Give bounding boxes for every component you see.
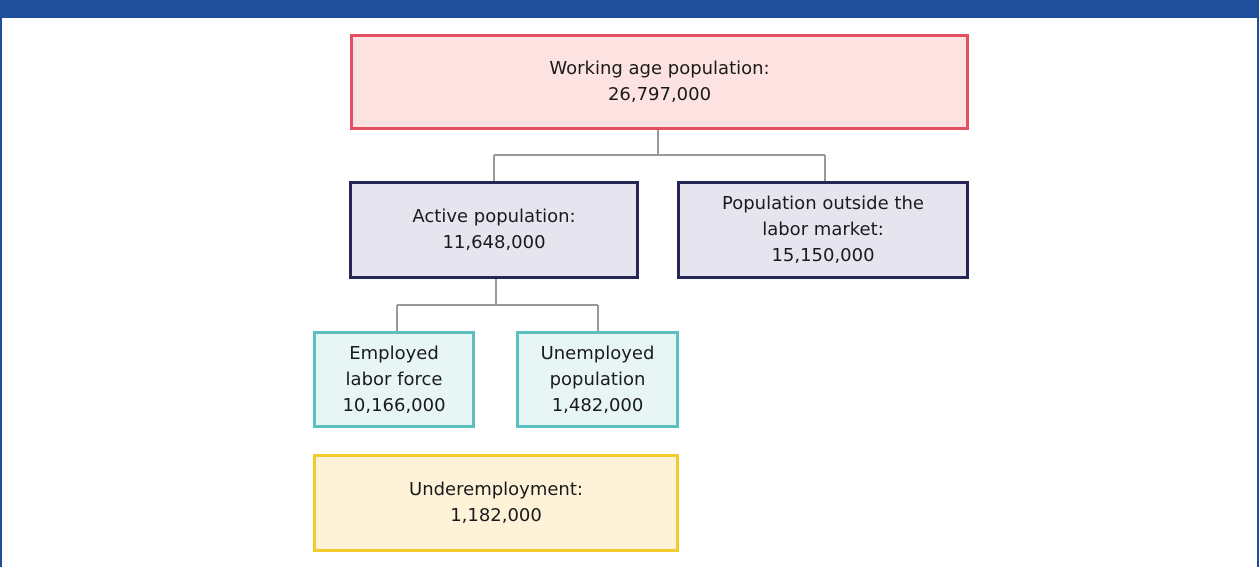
node-value: 26,797,000: [607, 84, 712, 105]
node-label: Working age population:: [549, 58, 770, 79]
node: Active population: 11,648,000: [349, 181, 639, 279]
node: Unemployed population 1,482,000: [516, 331, 679, 428]
node-value: 1,182,000: [450, 505, 542, 526]
node-label: Population outside the labor market:: [722, 193, 924, 240]
node-value: 15,150,000: [771, 245, 875, 266]
node-label: Active population:: [412, 206, 576, 227]
node: Population outside the labor market: 15,…: [677, 181, 969, 279]
node-label: Employed labor force: [345, 342, 443, 390]
node: Employed labor force 10,166,000: [313, 331, 475, 428]
node: Underemployment: 1,182,000: [313, 454, 679, 552]
node-label: Underemployment:: [409, 479, 583, 500]
node-value: 1,482,000: [551, 394, 644, 416]
node-value: 10,166,000: [342, 394, 446, 416]
node-value: 11,648,000: [442, 232, 546, 253]
header-bar: [0, 0, 1259, 18]
node: Working age population: 26,797,000: [350, 34, 969, 130]
node-label: Unemployed population: [540, 342, 655, 390]
